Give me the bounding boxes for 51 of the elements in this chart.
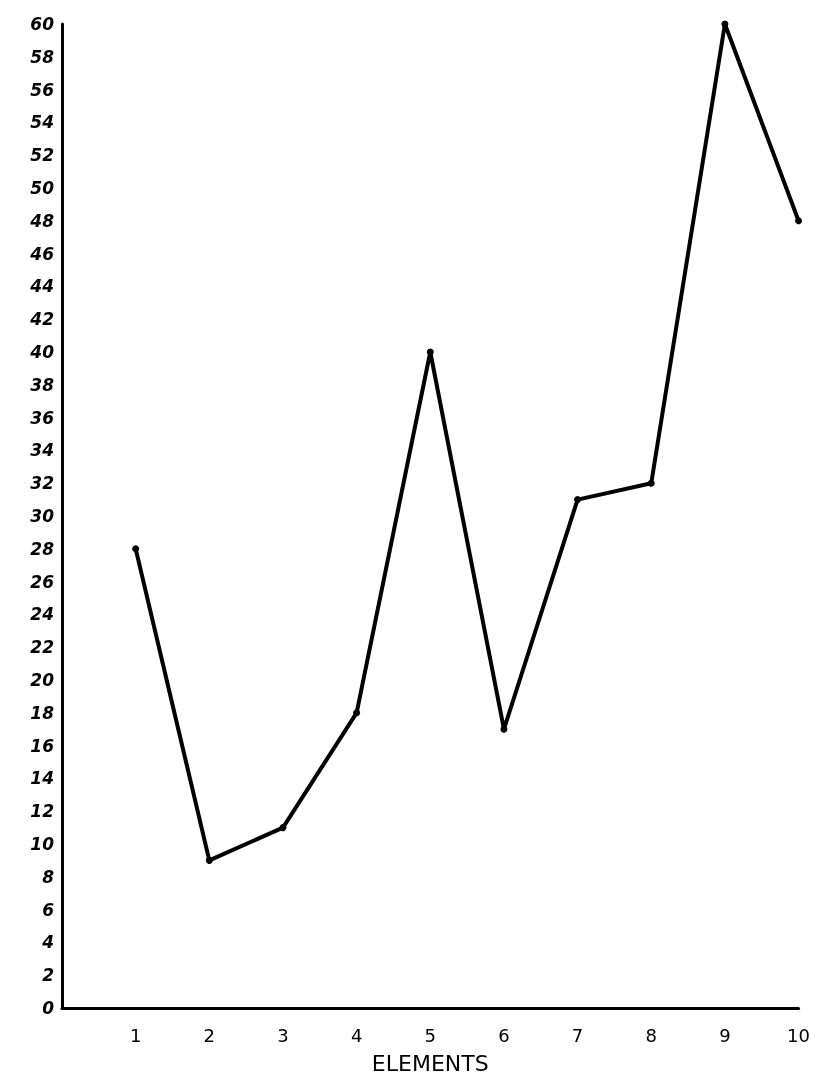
- y-tick-label: 24: [30, 604, 54, 625]
- y-tick-label: 40: [29, 342, 55, 362]
- y-tick-label: 46: [29, 243, 55, 264]
- x-axis-title: ELEMENTS: [371, 1050, 489, 1076]
- y-tick-label: 48: [29, 210, 55, 231]
- y-tick-label: 56: [30, 79, 55, 100]
- y-tick-label: 42: [29, 309, 54, 330]
- y-tick-label: 20: [30, 670, 55, 690]
- y-tick-label: 52: [30, 145, 54, 166]
- point: [647, 479, 655, 487]
- y-tick-label: 54: [30, 112, 54, 133]
- x-tick-label: 6: [498, 1024, 510, 1046]
- point: [426, 348, 434, 356]
- y-tick-label: 8: [42, 866, 55, 887]
- y-tick-label: 10: [30, 834, 55, 854]
- x-tick-label: 1: [129, 1024, 142, 1046]
- x-tick-label: 8: [645, 1024, 657, 1046]
- y-tick-label: 2: [42, 965, 54, 986]
- y-tick-label: 60: [30, 14, 55, 34]
- y-tick-label: 34: [30, 440, 54, 461]
- x-tick-label: 2: [203, 1024, 216, 1046]
- y-tick-label: 22: [30, 637, 54, 658]
- point: [132, 545, 140, 553]
- y-tick-label: 16: [30, 735, 55, 756]
- y-tick-label: 26: [30, 571, 55, 592]
- y-tick-label: 4: [41, 932, 54, 953]
- y-tick-label: 18: [30, 702, 55, 723]
- y-tick-label: 36: [30, 407, 55, 428]
- point: [353, 709, 361, 717]
- y-tick-label: 6: [42, 899, 55, 920]
- point: [574, 496, 582, 504]
- point: [795, 217, 803, 225]
- x-tick-label: 10: [787, 1024, 810, 1046]
- point: [500, 725, 508, 733]
- y-tick-label: 0: [42, 998, 55, 1018]
- y-tick-label: 12: [30, 801, 54, 822]
- y-tick-label: 50: [30, 178, 55, 198]
- point: [205, 856, 213, 864]
- x-tick-label: 9: [719, 1024, 731, 1046]
- point: [279, 824, 287, 832]
- y-tick-label: 58: [30, 46, 55, 67]
- y-tick-label: 28: [30, 538, 55, 559]
- x-tick-label: 7: [571, 1024, 584, 1046]
- y-tick-label: 14: [30, 768, 54, 789]
- y-tick-label: 38: [30, 374, 55, 395]
- x-tick-label: 5: [424, 1024, 436, 1046]
- y-tick-label: 32: [30, 473, 54, 494]
- x-tick-label: 3: [277, 1024, 289, 1046]
- x-tick-label: 4: [350, 1024, 363, 1046]
- y-tick-label: 44: [29, 276, 54, 297]
- y-tick-label: 30: [30, 506, 55, 526]
